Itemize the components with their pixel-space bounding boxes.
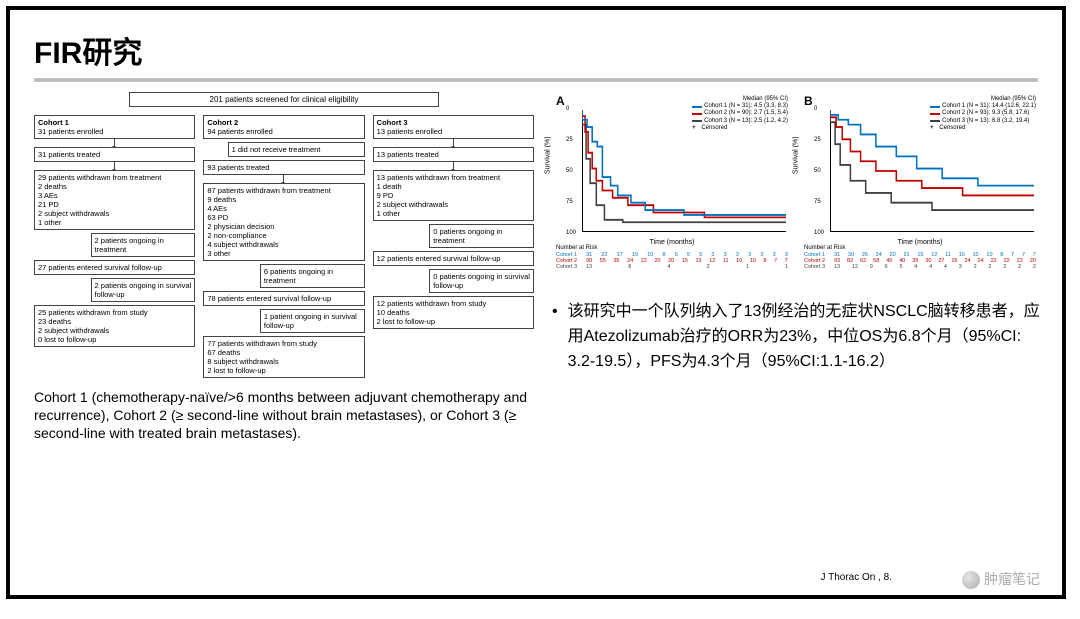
bullet-dot: • — [552, 300, 558, 374]
flow-box: 77 patients withdrawn from study 67 deat… — [203, 336, 364, 378]
page-title: FIR研究 — [10, 10, 1062, 78]
km-plot-b: B Median (95% CI) Cohort 1 (N = 31): 14.… — [800, 92, 1040, 272]
km-row: A Median (95% CI) Cohort 1 (N = 31): 4.5… — [552, 92, 1040, 272]
km-natrisk: Number at Risk Cohort 131221710108555333… — [556, 245, 788, 270]
flow-box: Cohort 294 patients enrolled — [203, 115, 364, 139]
flow-col-2: Cohort 294 patients enrolled 1 did not r… — [203, 115, 364, 378]
slide: FIR研究 201 patients screened for clinical… — [6, 6, 1066, 599]
panel-label: B — [804, 94, 813, 108]
flow-box: 87 patients withdrawn from treatment 9 d… — [203, 183, 364, 261]
flowchart: Cohort 131 patients enrolled 31 patients… — [34, 115, 534, 378]
flow-side: 0 patients ongoing in survival follow-up — [429, 269, 534, 293]
km-yticks: 1007550250 — [566, 106, 576, 236]
panel-label: A — [556, 94, 565, 108]
flow-top: 201 patients screened for clinical eligi… — [129, 92, 439, 107]
flow-caption: Cohort 1 (chemotherapy-naïve/>6 months b… — [34, 378, 534, 443]
flow-side: 2 patients ongoing in survival follow-up — [91, 278, 196, 302]
km-ylabel: Survival (%) — [545, 136, 552, 174]
flow-box: 78 patients entered survival follow-up — [203, 291, 364, 306]
flow-box: 29 patients withdrawn from treatment 2 d… — [34, 170, 195, 230]
right-column: A Median (95% CI) Cohort 1 (N = 31): 4.5… — [552, 92, 1040, 443]
flow-box: Cohort 131 patients enrolled — [34, 115, 195, 139]
flow-box: 12 patients withdrawn from study 10 deat… — [373, 296, 534, 329]
flow-side: 2 patients ongoing in treatment — [91, 233, 196, 257]
flow-side: 6 patients ongoing in treatment — [260, 264, 365, 288]
flow-side: 1 patient ongoing in survival follow-up — [260, 309, 365, 333]
flow-box: 13 patients withdrawn from treatment 1 d… — [373, 170, 534, 221]
flow-side: 0 patients ongoing in treatment — [429, 224, 534, 248]
watermark-icon — [962, 571, 980, 589]
km-ylabel: Survival (%) — [793, 136, 800, 174]
left-column: 201 patients screened for clinical eligi… — [34, 92, 534, 443]
flow-box: 27 patients entered survival follow-up — [34, 260, 195, 275]
flow-box: 25 patients withdrawn from study 23 deat… — [34, 305, 195, 347]
km-yticks: 1007550250 — [814, 106, 824, 236]
km-plot-a: A Median (95% CI) Cohort 1 (N = 31): 4.5… — [552, 92, 792, 272]
content-row: 201 patients screened for clinical eligi… — [10, 82, 1062, 443]
bullet-row: • 该研究中一个队列纳入了13例经治的无症状NSCLC脑转移患者，应用Atezo… — [552, 300, 1040, 374]
watermark: 肿瘤笔记 — [962, 569, 1040, 589]
km-curves — [582, 110, 786, 232]
flow-col-3: Cohort 313 patients enrolled 13 patients… — [373, 115, 534, 378]
flow-col-1: Cohort 131 patients enrolled 31 patients… — [34, 115, 195, 378]
km-natrisk: Number at Risk Cohort 131302624202115121… — [804, 245, 1036, 270]
km-curves — [830, 110, 1034, 232]
flow-box: 12 patients entered survival follow-up — [373, 251, 534, 266]
flow-side: 1 did not receive treatment — [228, 142, 365, 157]
flow-box: Cohort 313 patients enrolled — [373, 115, 534, 139]
citation: J Thorac On , 8. — [820, 572, 892, 583]
flow-box: 93 patients treated — [203, 160, 364, 175]
bullet-text: 该研究中一个队列纳入了13例经治的无症状NSCLC脑转移患者，应用Atezoli… — [568, 300, 1040, 374]
